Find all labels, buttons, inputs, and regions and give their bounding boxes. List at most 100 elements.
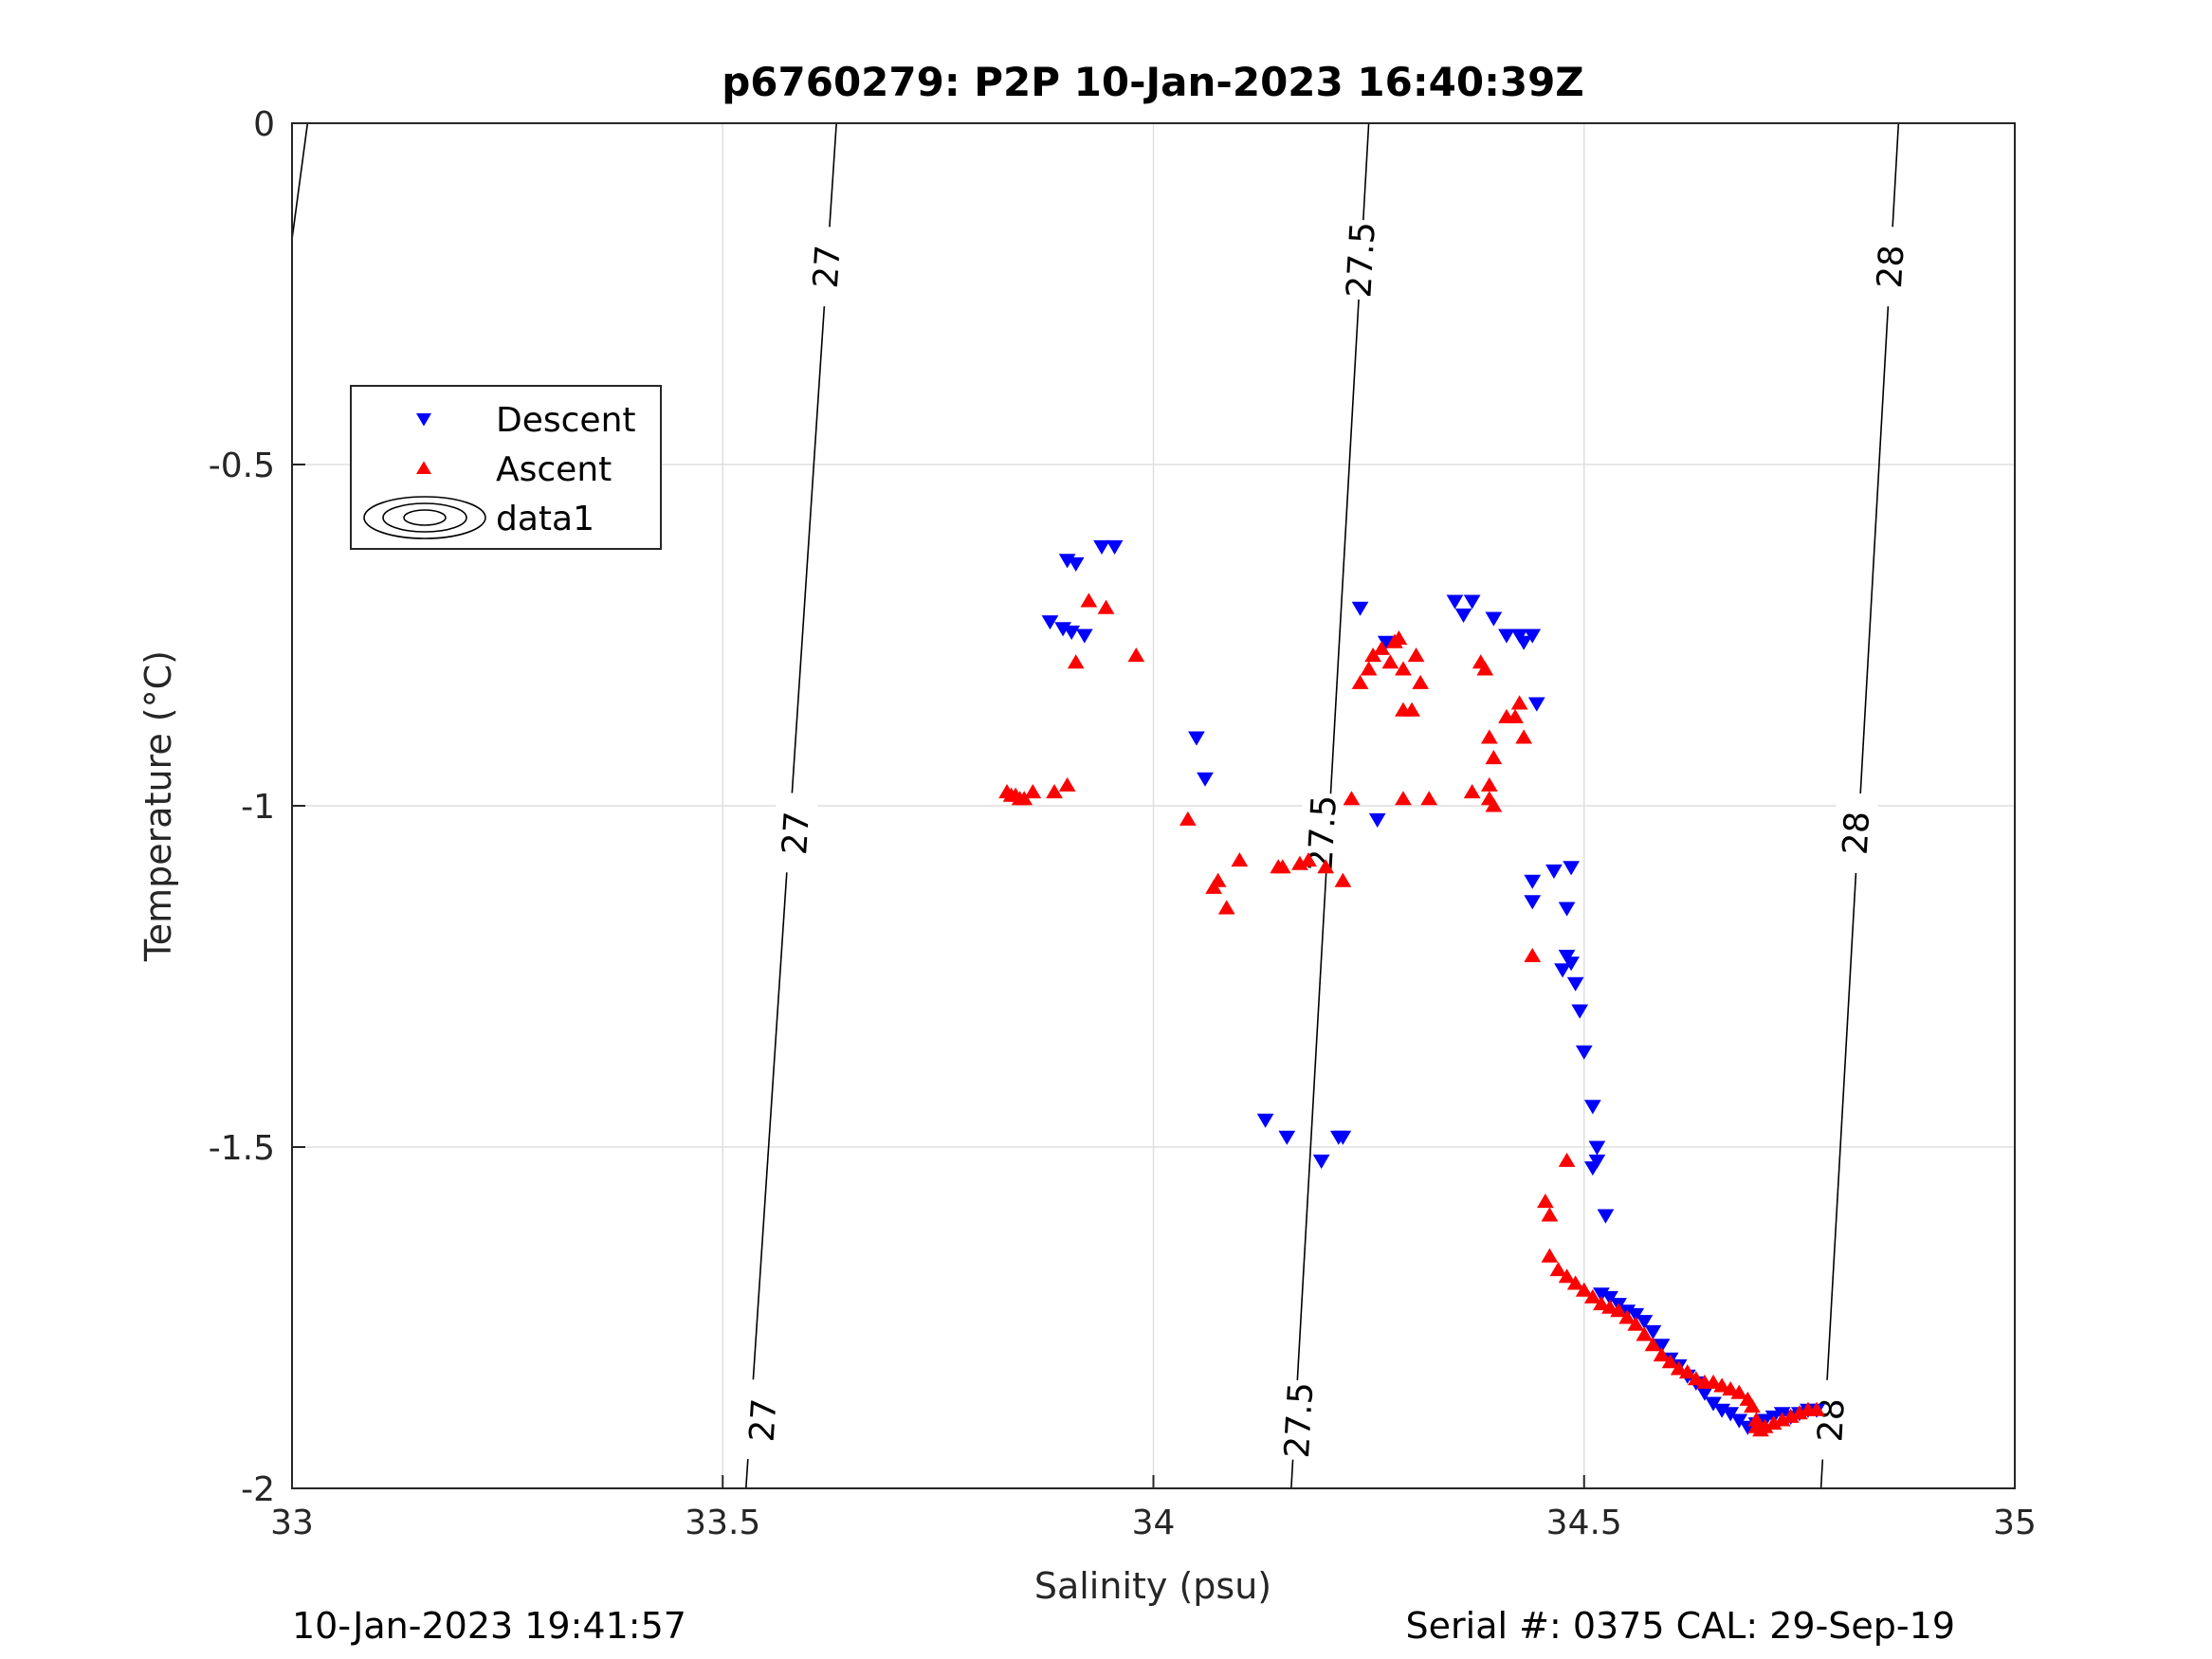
descent-point — [1575, 1045, 1593, 1060]
contour-label: 27 — [807, 244, 849, 289]
ascent-point — [1593, 1296, 1610, 1311]
descent-point — [1571, 1004, 1589, 1019]
legend-box — [350, 385, 662, 550]
descent-point — [1256, 1113, 1274, 1128]
descent-point — [1093, 539, 1110, 555]
ascent-point — [1420, 791, 1438, 806]
ascent-point — [1541, 1248, 1559, 1263]
x-tick-label: 33.5 — [685, 1504, 760, 1542]
descent-point — [1351, 601, 1369, 616]
ascent-point — [1515, 729, 1533, 744]
ascent-point — [1476, 661, 1494, 676]
descent-point — [1485, 611, 1503, 627]
ascent-point — [1485, 750, 1503, 765]
ascent-point — [1705, 1374, 1722, 1389]
ascent-point — [1395, 791, 1412, 806]
ascent-point — [1463, 784, 1481, 799]
legend-label: data1 — [496, 500, 594, 538]
ascent-point — [1300, 852, 1317, 867]
ascent-point — [1722, 1381, 1740, 1396]
descent-point — [1636, 1315, 1654, 1330]
ascent-point — [1231, 852, 1249, 867]
ascent-point — [1024, 784, 1042, 799]
ascent-point — [1808, 1401, 1825, 1416]
y-tick-label: -2 — [241, 1470, 275, 1509]
descent-point — [1067, 556, 1085, 572]
ascent-point — [1390, 630, 1408, 646]
legend-contour-icon — [403, 509, 447, 526]
contour-label: 28 — [1871, 244, 1912, 289]
descent-point — [1106, 539, 1124, 555]
ascent-point — [1644, 1337, 1662, 1352]
descent-point — [1278, 1130, 1296, 1145]
ascent-point — [1601, 1299, 1618, 1314]
descent-point — [1446, 594, 1464, 610]
ascent-point — [1558, 1152, 1576, 1167]
legend-descent-marker — [416, 413, 431, 427]
ascent-point — [1273, 859, 1291, 874]
ascent-point — [1373, 640, 1391, 655]
ascent-point — [1403, 702, 1420, 717]
x-tick-label: 34.5 — [1546, 1504, 1622, 1542]
descent-point — [1566, 976, 1584, 992]
legend-label: Descent — [496, 401, 636, 440]
y-tick-label: -1 — [241, 788, 275, 827]
descent-point — [1463, 594, 1481, 610]
ascent-point — [1583, 1288, 1601, 1304]
ascent-point — [1510, 695, 1528, 710]
ascent-point — [1480, 729, 1498, 744]
ascent-point — [1566, 1275, 1584, 1290]
plot-frame — [291, 122, 2016, 1489]
ascent-point — [1610, 1303, 1627, 1318]
contour-label: 27.5 — [1340, 221, 1382, 299]
contour-label: 28 — [1837, 811, 1878, 856]
ascent-point — [1485, 797, 1503, 812]
ascent-point — [1687, 1371, 1705, 1386]
plot-area: 33 33.5 34 34.5 35 -2 -1.5 -1 -0.5 0 27 27 27 27.5 27.… — [209, 105, 2037, 1542]
contour-label-background — [771, 792, 819, 875]
descent-point — [1554, 963, 1571, 978]
contour-label-background — [1866, 226, 1913, 308]
ascent-point — [1046, 784, 1063, 799]
ascent-point — [1395, 661, 1412, 676]
ascent-point — [1536, 1194, 1554, 1209]
descent-point — [1527, 697, 1545, 712]
ascent-point — [1097, 599, 1115, 614]
ascent-point — [1080, 592, 1098, 608]
ascent-point — [1127, 647, 1145, 663]
ascent-point — [1381, 654, 1399, 669]
ascent-point — [1412, 674, 1430, 689]
ascent-point — [1636, 1326, 1654, 1341]
ascent-point — [1678, 1364, 1696, 1379]
legend-label: Ascent — [496, 450, 612, 489]
ascent-point — [1507, 708, 1524, 723]
chart-title: p6760279: P2P 10-Jan-2023 16:40:39Z — [722, 59, 1584, 105]
y-axis-label: Temperature (°C) — [137, 650, 179, 962]
ascent-point — [1558, 1268, 1576, 1284]
descent-point — [1597, 1209, 1615, 1224]
ascent-point — [1661, 1354, 1679, 1369]
descent-point — [1583, 1161, 1601, 1176]
contour-label-background — [1807, 1378, 1854, 1462]
descent-point — [1524, 629, 1542, 644]
descent-point — [1454, 608, 1472, 623]
ascent-point — [1058, 776, 1076, 792]
x-tick-label: 34 — [1132, 1504, 1176, 1542]
descent-point — [1563, 861, 1580, 876]
contour-label-background — [1337, 218, 1383, 301]
descent-point — [1368, 812, 1386, 828]
y-tick-label: 0 — [253, 105, 275, 144]
descent-point — [1329, 1130, 1347, 1145]
contour-label-background — [739, 1378, 786, 1462]
descent-point — [1063, 625, 1081, 640]
ascent-point — [1343, 791, 1361, 806]
density-contour-line — [291, 122, 309, 240]
ascent-point — [1653, 1347, 1671, 1362]
ascent-point — [1209, 872, 1227, 887]
ascent-point — [1618, 1309, 1636, 1324]
descent-point — [1188, 731, 1205, 746]
contour-label-background — [1832, 792, 1879, 874]
x-tick-label: 33 — [270, 1504, 314, 1542]
descent-point — [1515, 635, 1533, 650]
